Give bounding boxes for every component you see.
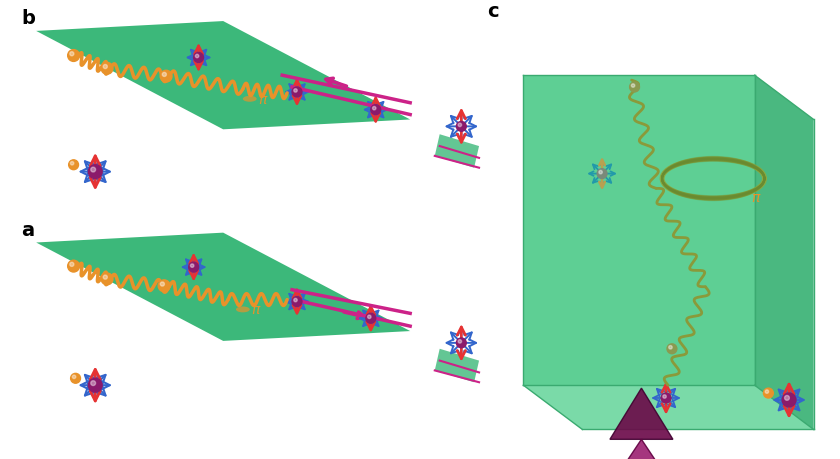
Circle shape <box>765 390 769 393</box>
Circle shape <box>88 165 102 179</box>
Circle shape <box>71 374 81 383</box>
Circle shape <box>669 346 672 349</box>
Circle shape <box>91 168 96 173</box>
Polygon shape <box>523 76 754 386</box>
Circle shape <box>663 395 666 398</box>
Circle shape <box>368 315 371 319</box>
Circle shape <box>458 124 461 127</box>
Ellipse shape <box>236 307 249 313</box>
Circle shape <box>69 161 78 170</box>
Circle shape <box>370 106 381 115</box>
Circle shape <box>71 162 74 166</box>
Text: $\pi$: $\pi$ <box>250 302 261 317</box>
Circle shape <box>764 388 774 398</box>
Circle shape <box>785 396 790 400</box>
Circle shape <box>70 263 74 267</box>
Circle shape <box>158 280 170 292</box>
Text: c: c <box>487 2 499 21</box>
Circle shape <box>630 83 639 93</box>
Circle shape <box>661 393 671 403</box>
Circle shape <box>160 71 172 83</box>
Circle shape <box>88 379 102 392</box>
Circle shape <box>189 263 198 273</box>
Circle shape <box>597 169 607 179</box>
Circle shape <box>456 338 466 348</box>
Circle shape <box>294 90 297 93</box>
Polygon shape <box>754 76 814 430</box>
Circle shape <box>292 88 302 98</box>
Circle shape <box>160 282 165 286</box>
Text: b: b <box>22 9 35 28</box>
Circle shape <box>191 264 194 268</box>
Text: $\pi$: $\pi$ <box>258 93 268 106</box>
Circle shape <box>196 55 199 59</box>
Circle shape <box>667 344 677 354</box>
Circle shape <box>70 52 74 56</box>
Ellipse shape <box>243 97 257 102</box>
Circle shape <box>366 313 375 324</box>
Circle shape <box>372 107 376 111</box>
Circle shape <box>103 275 108 280</box>
Circle shape <box>782 393 796 407</box>
Polygon shape <box>36 233 410 341</box>
Polygon shape <box>36 22 410 130</box>
Circle shape <box>162 73 166 77</box>
Circle shape <box>599 171 602 174</box>
Text: $\pi$: $\pi$ <box>751 191 761 205</box>
Polygon shape <box>435 135 479 168</box>
Circle shape <box>91 381 96 386</box>
Circle shape <box>101 63 113 75</box>
Circle shape <box>68 261 80 273</box>
Circle shape <box>72 375 76 379</box>
Circle shape <box>294 299 297 302</box>
Text: a: a <box>22 220 34 239</box>
Circle shape <box>101 274 113 285</box>
Circle shape <box>292 297 302 307</box>
Polygon shape <box>435 349 479 382</box>
Polygon shape <box>523 386 814 430</box>
Circle shape <box>456 122 466 132</box>
Circle shape <box>68 50 80 62</box>
Polygon shape <box>610 388 673 439</box>
Circle shape <box>458 340 461 343</box>
Circle shape <box>103 65 108 69</box>
Circle shape <box>194 53 203 63</box>
Circle shape <box>632 84 635 88</box>
Polygon shape <box>610 439 673 459</box>
